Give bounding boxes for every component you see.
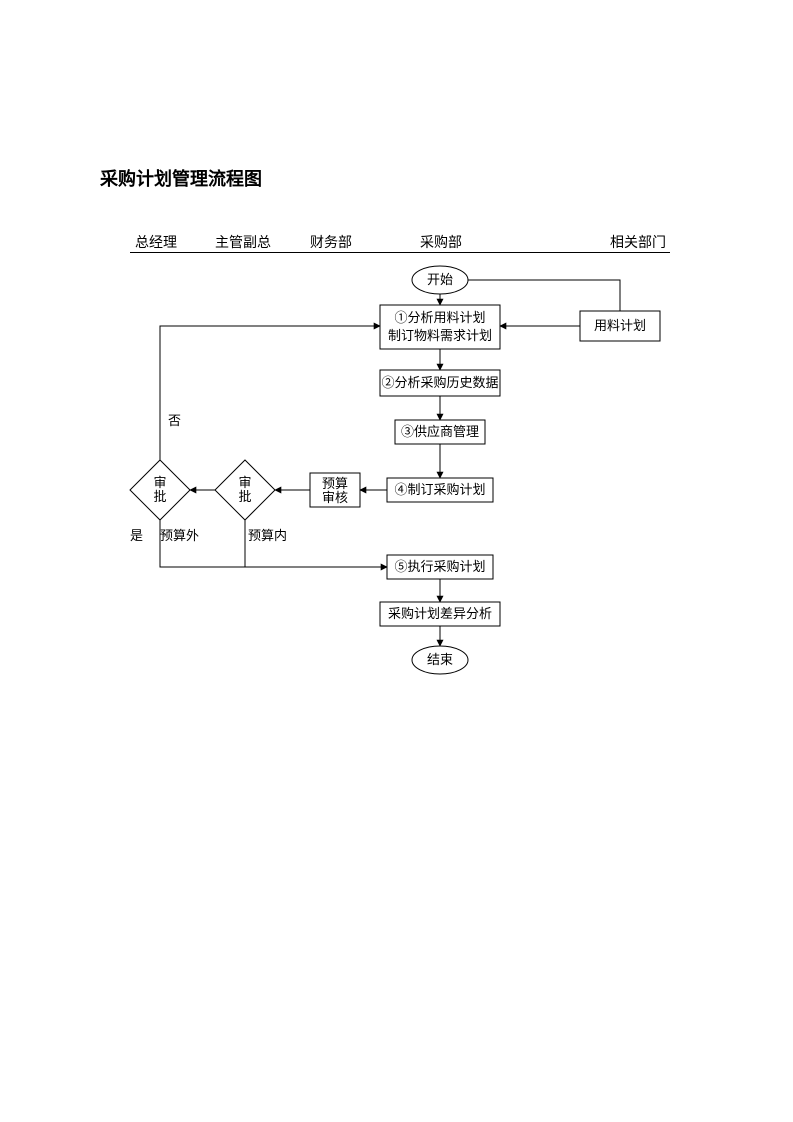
node-step-4-label: ④制订采购计划 — [394, 482, 485, 497]
node-step-3-label: ③供应商管理 — [401, 424, 479, 439]
node-approval-vp-line2: 批 — [238, 489, 251, 504]
edge-label-no: 否 — [168, 413, 181, 428]
node-approval-gm-line2: 批 — [153, 489, 166, 504]
node-step-2-label: ②分析采购历史数据 — [381, 375, 498, 390]
edge-label-outside-budget: 预算外 — [160, 528, 199, 543]
node-step-1-line2: 制订物料需求计划 — [388, 328, 492, 343]
node-variance-analysis-label: 采购计划差异分析 — [388, 606, 492, 621]
node-end-label: 结束 — [427, 652, 453, 667]
edge-label-inside-budget: 预算内 — [248, 528, 287, 543]
node-step-5-label: ⑤执行采购计划 — [394, 559, 485, 574]
page: 采购计划管理流程图 总经理 主管副总 财务部 采购部 相关部门 — [0, 0, 793, 1122]
node-material-plan-label: 用料计划 — [594, 318, 646, 333]
node-budget-review-line2: 审核 — [322, 490, 348, 505]
node-budget-review-line1: 预算 — [322, 476, 348, 491]
node-approval-gm-line1: 审 — [153, 475, 166, 490]
node-step-1-line1: ①分析用料计划 — [394, 310, 485, 325]
node-approval-vp-line1: 审 — [238, 475, 251, 490]
flowchart: 开始 ①分析用料计划 制订物料需求计划 用料计划 ②分析采购历史数据 ③供应商管… — [0, 0, 793, 1122]
edge-label-yes: 是 — [130, 528, 143, 543]
node-start-label: 开始 — [427, 272, 453, 287]
